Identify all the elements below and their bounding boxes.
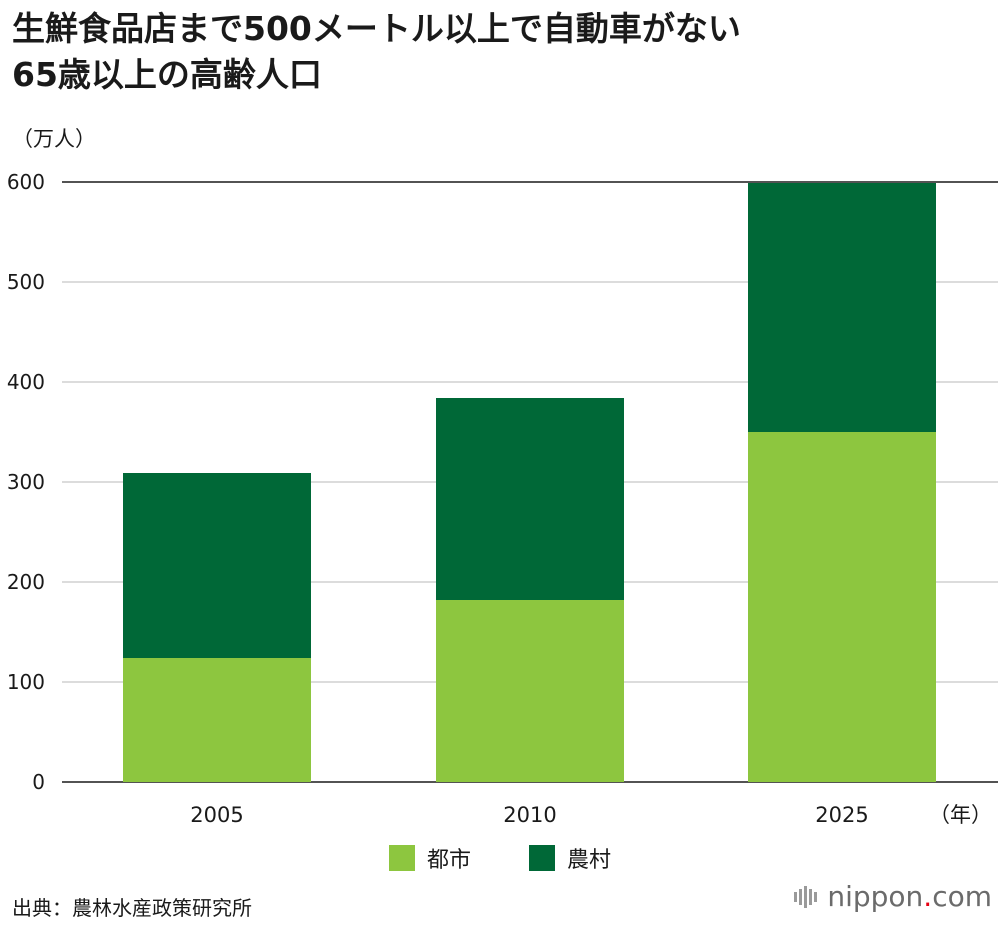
- y-tick-label: 200: [7, 570, 45, 594]
- y-tick-label: 100: [7, 670, 45, 694]
- logo-bars-icon: [794, 885, 818, 908]
- legend-swatch-urban: [388, 845, 415, 871]
- nippon-logo: nippon.com: [794, 880, 992, 913]
- bar-chart: 0 100 200 300 400 500 600 2005 2010 2025 （年）: [7, 170, 998, 827]
- logo-text: nippon.com: [827, 880, 992, 913]
- y-tick-label: 500: [7, 270, 45, 294]
- title-line-1: 生鮮食品店まで500メートル以上で自動車がない: [12, 9, 741, 48]
- legend-label-urban: 都市: [426, 848, 471, 873]
- legend-label-rural: 農村: [567, 848, 612, 873]
- y-tick-label: 0: [32, 770, 45, 794]
- legend-swatch-rural: [529, 845, 555, 871]
- x-axis-unit-label: （年）: [929, 803, 992, 827]
- y-tick-label: 600: [7, 170, 45, 194]
- bar-2025-series-1: [748, 183, 936, 432]
- y-tick-label: 400: [7, 370, 45, 394]
- legend-item-rural: 農村: [529, 842, 611, 874]
- bar-2005-series-1: [123, 473, 311, 658]
- x-tick-label: 2025: [815, 803, 868, 827]
- title-line-2: 65歳以上の高齢人口: [12, 55, 322, 94]
- y-axis-unit-label: （万人）: [12, 127, 96, 151]
- legend: 都市 農村: [0, 842, 1000, 874]
- source-note: 出典：農林水産政策研究所: [12, 896, 252, 920]
- chart-title: 生鮮食品店まで500メートル以上で自動車がない 65歳以上の高齢人口: [12, 6, 972, 98]
- bar-2010-series-1: [436, 398, 624, 600]
- y-tick-label: 300: [7, 470, 45, 494]
- bar-2005-series-0: [123, 658, 311, 782]
- bar-2025-series-0: [748, 432, 936, 782]
- x-tick-label: 2010: [503, 803, 556, 827]
- x-tick-label: 2005: [190, 803, 243, 827]
- legend-item-urban: 都市: [388, 842, 471, 874]
- bar-2010-series-0: [436, 600, 624, 782]
